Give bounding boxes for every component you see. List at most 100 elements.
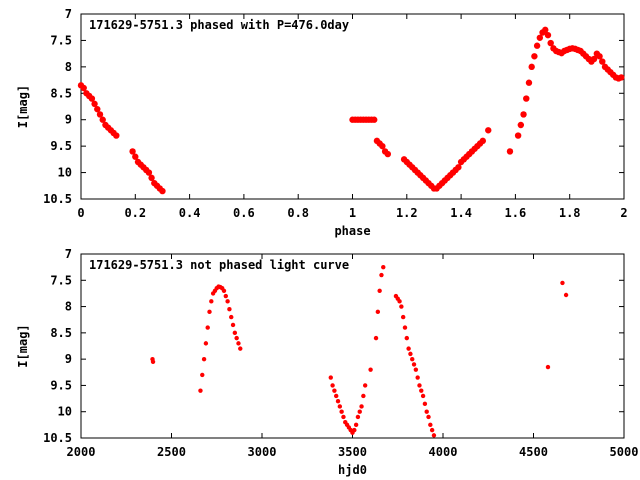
data-point (91, 100, 98, 108)
data-point (520, 111, 527, 118)
data-point (560, 280, 565, 286)
data-point (368, 367, 373, 372)
data-point (113, 132, 120, 139)
data-point (334, 393, 339, 399)
data-point (361, 393, 366, 399)
data-point (227, 307, 232, 312)
x-axis-label: phase (334, 224, 370, 238)
data-point (99, 116, 106, 123)
data-point (209, 299, 214, 304)
data-point (94, 105, 101, 113)
data-point (238, 346, 243, 351)
data-point (221, 288, 227, 293)
x-tick-label: 2 (620, 206, 627, 220)
data-point (428, 422, 433, 428)
y-tick-label: 8 (65, 60, 72, 74)
data-point (230, 322, 236, 328)
data-point (355, 414, 361, 420)
x-tick-label: 0 (77, 206, 84, 220)
data-point (379, 142, 386, 150)
data-point (410, 356, 415, 362)
data-point (563, 292, 569, 298)
data-point (479, 137, 487, 145)
plot-frame (80, 13, 625, 200)
data-point (514, 132, 522, 139)
data-point (415, 375, 420, 380)
data-point (352, 427, 357, 433)
data-point (429, 427, 435, 433)
data-point (618, 74, 625, 81)
y-tick-label: 7 (65, 7, 72, 21)
y-tick-label: 10.5 (43, 192, 72, 206)
data-point (205, 325, 210, 330)
x-tick-label: 0.8 (287, 206, 309, 220)
x-tick-label: 0.4 (179, 206, 201, 220)
y-tick-label: 8.5 (50, 326, 72, 340)
data-point (337, 404, 343, 409)
chart-title: 171629-5751.3 phased with P=476.0day (89, 18, 349, 32)
data-point (544, 31, 552, 39)
data-point (145, 169, 153, 176)
data-point (362, 383, 368, 388)
data-point (234, 335, 239, 341)
x-tick-label: 5000 (610, 445, 639, 459)
data-point (359, 404, 364, 409)
data-point (455, 164, 462, 171)
data-point (523, 95, 530, 102)
x-tick-label: 0.2 (124, 206, 146, 220)
data-point (381, 264, 386, 270)
data-point (545, 364, 551, 370)
x-tick-label: 0.6 (233, 206, 255, 220)
data-point (531, 53, 538, 60)
data-point (129, 148, 136, 155)
data-point (88, 95, 96, 102)
phased-light-curve-panel: 0 0.2 0.4 0.6 0.8 1 1.2 1.4 1.6 1.8 2 7 7.5 8 8.5 9 9.5 1… (16, 7, 628, 238)
data-point (400, 314, 406, 320)
x-tick-label: 1.8 (559, 206, 581, 220)
data-point (517, 121, 525, 129)
x-tick-label: 4000 (429, 445, 458, 459)
data-point (150, 359, 156, 364)
data-point (404, 335, 409, 341)
data-point (229, 314, 234, 320)
plot-frame (80, 253, 625, 439)
y-tick-label: 7.5 (50, 33, 72, 47)
x-tick-label: 4500 (519, 445, 548, 459)
data-point (420, 393, 426, 399)
data-point (375, 309, 381, 315)
x-axis-label: hjd0 (338, 463, 367, 477)
data-point (426, 414, 431, 420)
data-point (536, 34, 544, 41)
x-tick-label: 1 (349, 206, 356, 220)
data-point (506, 148, 514, 155)
data-point (402, 325, 408, 330)
data-point (203, 341, 209, 346)
data-point (590, 55, 598, 63)
data-point (384, 150, 391, 158)
data-point (373, 335, 379, 341)
data-point (528, 63, 535, 71)
x-tick-label: 3000 (248, 445, 277, 459)
data-point (599, 58, 606, 65)
x-tick-label: 2500 (157, 445, 186, 459)
data-point (411, 362, 417, 367)
y-axis-label: I[mag] (16, 324, 30, 367)
data-point (232, 330, 238, 336)
chart-title: 171629-5751.3 not phased light curve (89, 258, 349, 272)
data-point (223, 293, 228, 299)
data-point (419, 388, 424, 393)
data-point (148, 174, 155, 182)
data-point (80, 84, 87, 92)
y-tick-label: 7.5 (50, 273, 72, 287)
data-point (207, 309, 212, 315)
data-point (341, 414, 346, 420)
x-tick-label: 1.2 (396, 206, 418, 220)
data-point (132, 153, 139, 160)
data-point (397, 299, 402, 304)
x-tick-label: 1.4 (450, 206, 472, 220)
data-point (408, 351, 413, 357)
data-point (542, 26, 549, 34)
data-point (406, 346, 411, 351)
y-tick-label: 8.5 (50, 86, 72, 100)
